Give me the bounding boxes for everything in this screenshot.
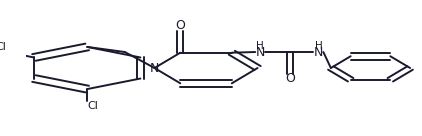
Text: N: N [256, 46, 265, 58]
Text: H: H [257, 41, 264, 51]
Text: O: O [285, 72, 295, 85]
Text: Cl: Cl [0, 42, 7, 52]
Text: N: N [314, 46, 323, 58]
Text: O: O [176, 19, 185, 32]
Text: Cl: Cl [88, 101, 99, 111]
Text: H: H [315, 41, 322, 51]
Text: N: N [150, 61, 159, 75]
